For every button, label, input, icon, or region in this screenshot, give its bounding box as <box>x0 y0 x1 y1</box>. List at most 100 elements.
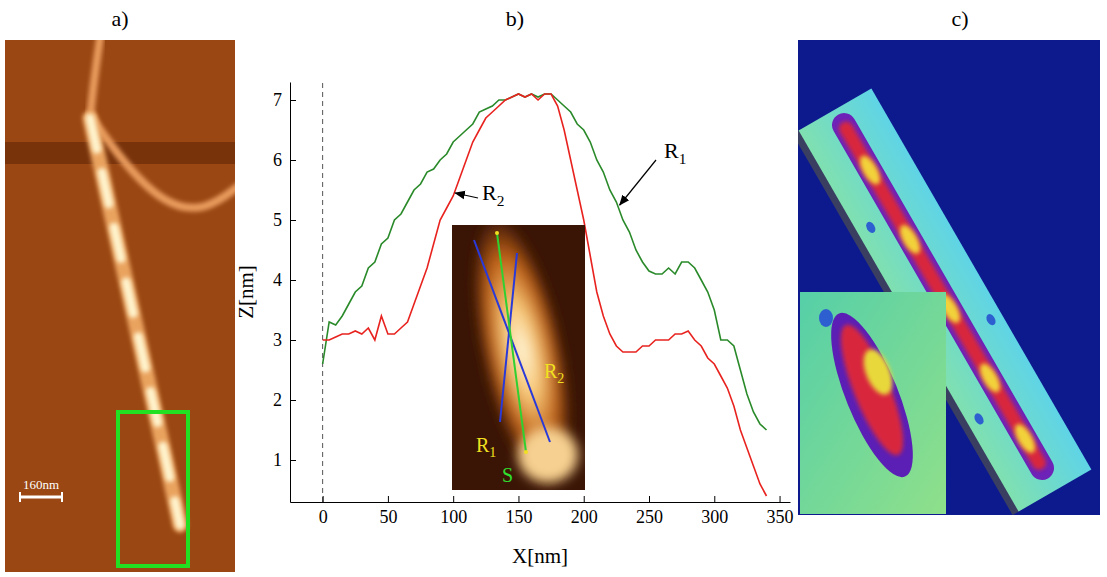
y-tick: 4 <box>273 270 296 290</box>
thin-fibril <box>90 40 100 118</box>
surface-slab <box>798 88 1091 515</box>
x-tick-mark <box>518 496 519 502</box>
surface-pit <box>973 412 986 426</box>
y-tick-label: 3 <box>273 330 282 350</box>
panel-c-image <box>798 40 1100 515</box>
fibril-crest <box>856 153 884 188</box>
surface-pit <box>864 220 877 234</box>
inset-image: R1 R2 S <box>452 210 589 491</box>
inset-label: R1 <box>476 434 496 460</box>
y-tick-label: 5 <box>273 210 282 230</box>
surface-pit <box>985 312 998 326</box>
scale-bar-label: 160nm <box>23 477 59 492</box>
y-tick-label: 2 <box>273 390 282 410</box>
y-tick: 3 <box>273 330 296 350</box>
y-tick: 1 <box>273 450 296 470</box>
y-tick-mark <box>290 400 296 401</box>
x-tick-label: 0 <box>319 507 328 527</box>
x-axis-line <box>291 502 791 503</box>
render-background <box>798 40 1100 515</box>
y-tick-label: 4 <box>273 270 282 290</box>
inset-fibril-crest <box>858 345 898 398</box>
y-axis-line <box>290 83 291 503</box>
x-tick: 250 <box>636 496 663 527</box>
annotation-arrow <box>620 160 656 205</box>
profile-path-end <box>495 231 499 235</box>
inset-label: S <box>502 464 513 486</box>
profile-path-s <box>497 233 526 452</box>
x-tick-mark <box>323 496 324 502</box>
inset-fibril <box>455 225 585 490</box>
inset-image-content <box>452 225 585 490</box>
x-tick: 350 <box>767 496 794 527</box>
x-tick-label: 150 <box>505 507 532 527</box>
y-tick-label: 7 <box>273 90 282 110</box>
y-tick-mark <box>290 220 296 221</box>
zero-reference-line <box>322 82 323 502</box>
x-tick-mark <box>649 496 650 502</box>
y-tick-label: 6 <box>273 150 282 170</box>
twisted-fibril <box>90 118 180 525</box>
y-tick-mark <box>290 460 296 461</box>
x-axis-title: X[nm] <box>512 544 568 568</box>
y-tick-mark <box>290 340 296 341</box>
inset-fibril-core <box>829 318 915 461</box>
x-tick-mark <box>453 496 454 502</box>
series-label: R1 <box>664 138 686 167</box>
x-tick: 50 <box>379 496 397 527</box>
panel-label: c) <box>951 6 968 31</box>
x-tick-label: 350 <box>767 507 794 527</box>
scale-bar-end <box>19 492 21 502</box>
y-axis: 1 2 3 4 5 6 7 <box>273 83 296 503</box>
x-tick-label: 200 <box>571 507 598 527</box>
x-tick: 200 <box>571 496 598 527</box>
panel-a: 160nm <box>5 38 240 572</box>
fibril-crest <box>1011 421 1039 456</box>
fibril-crest <box>896 222 924 257</box>
y-tick-mark <box>290 160 296 161</box>
twisted-fibril-highlight <box>90 118 180 525</box>
scale-bar <box>20 496 62 499</box>
inset-render <box>800 292 946 514</box>
panel-label: a) <box>111 6 128 31</box>
x-tick-label: 50 <box>379 507 397 527</box>
annotation-arrow <box>455 193 478 198</box>
y-tick-mark <box>290 280 296 281</box>
figure: a)b)c)160nmR1R2SR1R205010015020025030035… <box>0 0 1107 577</box>
inset-label: R2 <box>544 360 564 386</box>
profile-path-end <box>524 450 528 454</box>
panel-b: R1 R2 S R1 R2 0 50 100 150 200 250 300 350 1 2 3 4 5 6 7 X[n… <box>234 82 794 568</box>
x-tick-mark <box>780 496 781 502</box>
x-axis: 0 50 100 150 200 250 300 350 <box>291 496 794 527</box>
fibril-crest <box>976 361 1004 396</box>
panel-a-image <box>5 40 235 572</box>
series-label: R2 <box>482 180 504 209</box>
panel-label: b) <box>506 6 524 31</box>
x-tick: 150 <box>505 496 532 527</box>
inset-slab <box>800 292 946 514</box>
panel-c <box>793 40 1100 515</box>
y-axis-title: Z[nm] <box>234 265 258 319</box>
x-tick-label: 250 <box>636 507 663 527</box>
y-tick: 6 <box>273 150 296 170</box>
x-tick: 100 <box>440 496 467 527</box>
y-tick-mark <box>290 100 296 101</box>
afm-background <box>5 40 235 572</box>
scale-bar-end <box>61 492 63 502</box>
x-tick: 0 <box>319 496 328 527</box>
profile-line <box>323 94 767 496</box>
y-tick-label: 1 <box>273 450 282 470</box>
x-tick-label: 100 <box>440 507 467 527</box>
y-tick: 5 <box>273 210 296 230</box>
y-tick: 7 <box>273 90 296 110</box>
x-tick-mark <box>584 496 585 502</box>
plot-lines <box>323 94 767 496</box>
y-tick: 2 <box>273 390 296 410</box>
x-tick: 300 <box>701 496 728 527</box>
inset-pit <box>819 309 833 327</box>
x-tick-mark <box>714 496 715 502</box>
inset-fibril <box>815 304 929 487</box>
x-tick-label: 300 <box>701 507 728 527</box>
x-tick-mark <box>388 496 389 502</box>
zoom-box <box>118 412 188 566</box>
